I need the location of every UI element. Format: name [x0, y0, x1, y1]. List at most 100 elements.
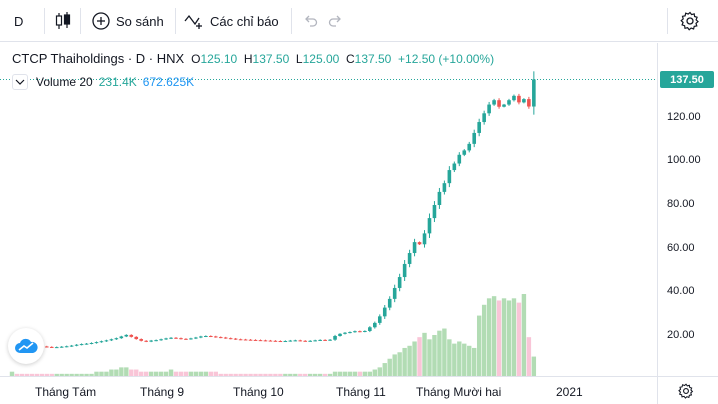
- volume-bar: [74, 373, 79, 376]
- candle-body: [512, 95, 516, 101]
- candle-body: [462, 150, 467, 155]
- volume-bar: [119, 367, 124, 376]
- candle-body: [114, 338, 119, 340]
- candle-body: [482, 113, 486, 123]
- candle-body: [134, 336, 139, 340]
- candle-body: [218, 337, 223, 339]
- close-value: 137.50: [354, 52, 392, 66]
- volume-bar: [352, 371, 358, 376]
- candle-body: [328, 339, 332, 341]
- candle-body: [412, 242, 417, 254]
- volume-bar: [243, 373, 248, 376]
- volume-bar: [49, 373, 54, 376]
- cloud-logo-icon: [15, 338, 38, 353]
- candle-body: [497, 100, 501, 107]
- indicator-icon: [184, 14, 202, 29]
- candle-body: [318, 339, 322, 341]
- candle-body: [407, 253, 412, 264]
- volume-bar: [193, 371, 199, 376]
- price-chart[interactable]: [0, 43, 657, 376]
- candle-body: [213, 336, 218, 338]
- candle-body: [238, 339, 243, 341]
- volume-bar: [462, 343, 467, 376]
- volume-bar: [208, 371, 213, 376]
- candle-body: [69, 345, 74, 347]
- compare-button[interactable]: So sánh: [92, 6, 164, 36]
- volume-bar: [347, 371, 353, 376]
- toolbar-divider: [667, 8, 668, 34]
- volume-bar: [402, 347, 407, 376]
- top-toolbar: D So sánh Các chỉ báo: [0, 0, 718, 42]
- toolbar-divider: [80, 8, 81, 34]
- volume-bar: [9, 371, 15, 376]
- tradingview-logo[interactable]: [8, 328, 44, 364]
- gear-icon[interactable]: [678, 383, 694, 399]
- volume-bar: [342, 371, 348, 376]
- volume-bar: [437, 330, 442, 376]
- settings-button[interactable]: [680, 6, 700, 36]
- candle-body: [59, 346, 64, 348]
- volume-bar: [44, 373, 49, 376]
- volume-bar: [412, 341, 417, 376]
- volume-bar: [322, 373, 328, 376]
- interval-button[interactable]: D: [14, 6, 23, 36]
- price-tick-label: 40.00: [667, 285, 695, 298]
- volume-bar: [387, 358, 392, 376]
- volume-name: Volume 20: [36, 75, 93, 89]
- volume-legend: Volume 20 231.4K 672.625K: [12, 74, 194, 90]
- candle-body: [79, 344, 84, 346]
- volume-bar: [29, 373, 35, 376]
- volume-bar: [447, 339, 452, 376]
- candle-body: [84, 343, 89, 345]
- time-tick-label: Tháng 9: [140, 385, 185, 399]
- candle-body: [348, 332, 352, 334]
- candle-body: [199, 336, 203, 338]
- toolbar-divider: [175, 8, 176, 34]
- candle-body: [323, 339, 327, 341]
- candle-body: [492, 100, 496, 105]
- redo-button[interactable]: [328, 6, 344, 36]
- candle-body: [64, 346, 69, 348]
- volume-bar: [427, 339, 432, 376]
- candle-body: [184, 338, 188, 340]
- candle-body: [144, 340, 148, 342]
- low-value: 125.00: [302, 52, 340, 66]
- candle-body: [363, 330, 367, 332]
- volume-bar: [337, 371, 343, 376]
- volume-bar: [158, 371, 164, 376]
- indicators-button[interactable]: Các chỉ báo: [184, 6, 279, 36]
- candle-body: [522, 99, 526, 103]
- price-tick-label: 120.00: [667, 110, 701, 123]
- volume-bar: [476, 315, 482, 376]
- volume-bar: [467, 345, 472, 376]
- candle-body: [427, 218, 432, 234]
- undo-button[interactable]: [302, 6, 318, 36]
- candle-body: [303, 340, 308, 342]
- chart-type-button[interactable]: [54, 6, 72, 36]
- collapse-legend-button[interactable]: [12, 74, 28, 90]
- volume-bar: [213, 371, 218, 376]
- candle-body: [189, 338, 193, 340]
- candle-body: [502, 104, 506, 107]
- candle-body: [293, 340, 298, 342]
- high-prefix: H: [243, 52, 253, 66]
- volume-bar: [283, 373, 288, 376]
- undo-icon: [305, 15, 318, 27]
- volume-bar: [19, 373, 25, 376]
- volume-bar: [114, 369, 119, 376]
- price-axis[interactable]: 120.00 100.00 80.00 60.00 40.00 20.00 137.50: [657, 43, 718, 376]
- candle-body: [179, 338, 183, 340]
- candle-body: [452, 163, 457, 171]
- volume-bar: [526, 337, 532, 376]
- interval-label: D: [14, 13, 24, 29]
- volume-bar: [327, 373, 333, 376]
- time-axis[interactable]: Tháng Tám Tháng 9 Tháng 10 Tháng 11 Tháng Mư…: [0, 376, 657, 404]
- volume-bar: [104, 371, 109, 376]
- volume-bar: [308, 373, 313, 376]
- volume-bar: [84, 373, 89, 376]
- candle-body: [248, 339, 253, 341]
- volume-bar: [34, 373, 40, 376]
- price-tick-label: 20.00: [667, 329, 695, 341]
- chart-pane[interactable]: CTCP Thaiholdings · D · HNX O125.10 H137…: [0, 43, 657, 376]
- volume-bar: [452, 343, 457, 376]
